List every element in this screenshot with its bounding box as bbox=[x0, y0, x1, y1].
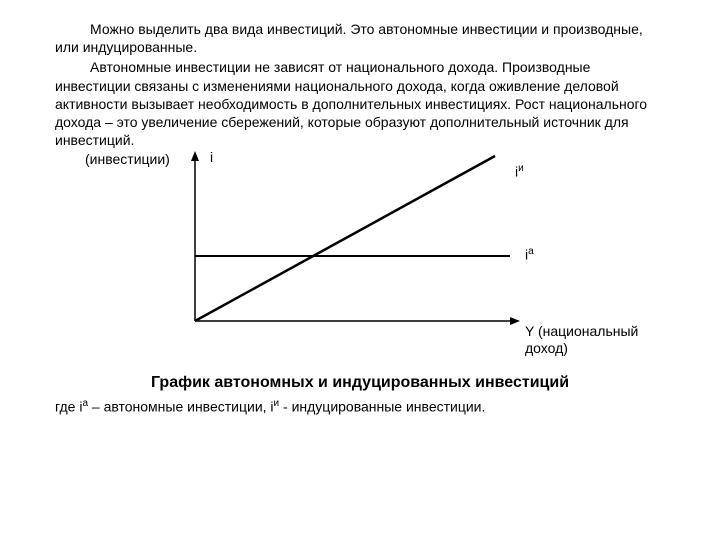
chart-legend: где iа – автономные инвестиции, iи - инд… bbox=[55, 398, 665, 415]
x-axis-arrow-icon bbox=[510, 317, 520, 325]
legend-mid1: – автономные инвестиции, i bbox=[88, 399, 274, 415]
legend-prefix: где i bbox=[55, 399, 82, 415]
paragraph-1: Можно выделить два вида инвестиций. Это … bbox=[55, 20, 665, 56]
legend-end: - индуцированные инвестиции. bbox=[279, 399, 485, 415]
sup-a: а bbox=[528, 246, 534, 257]
y-axis-arrow-icon bbox=[191, 151, 199, 161]
line-autonomous-label: iа bbox=[525, 246, 534, 263]
y-axis-sublabel: (инвестиции) bbox=[85, 151, 170, 167]
chart-caption: График автономных и индуцированных инвес… bbox=[55, 373, 665, 394]
paragraph-2: Автономные инвестиции не зависят от наци… bbox=[55, 58, 665, 149]
x-axis-label: Y (национальный доход) bbox=[525, 323, 665, 357]
induced-line bbox=[195, 156, 495, 321]
chart-container: i (инвестиции) iи iа Y (национальный дох… bbox=[55, 151, 665, 361]
document-page: Можно выделить два вида инвестиций. Это … bbox=[0, 0, 720, 435]
chart-svg bbox=[175, 151, 525, 351]
